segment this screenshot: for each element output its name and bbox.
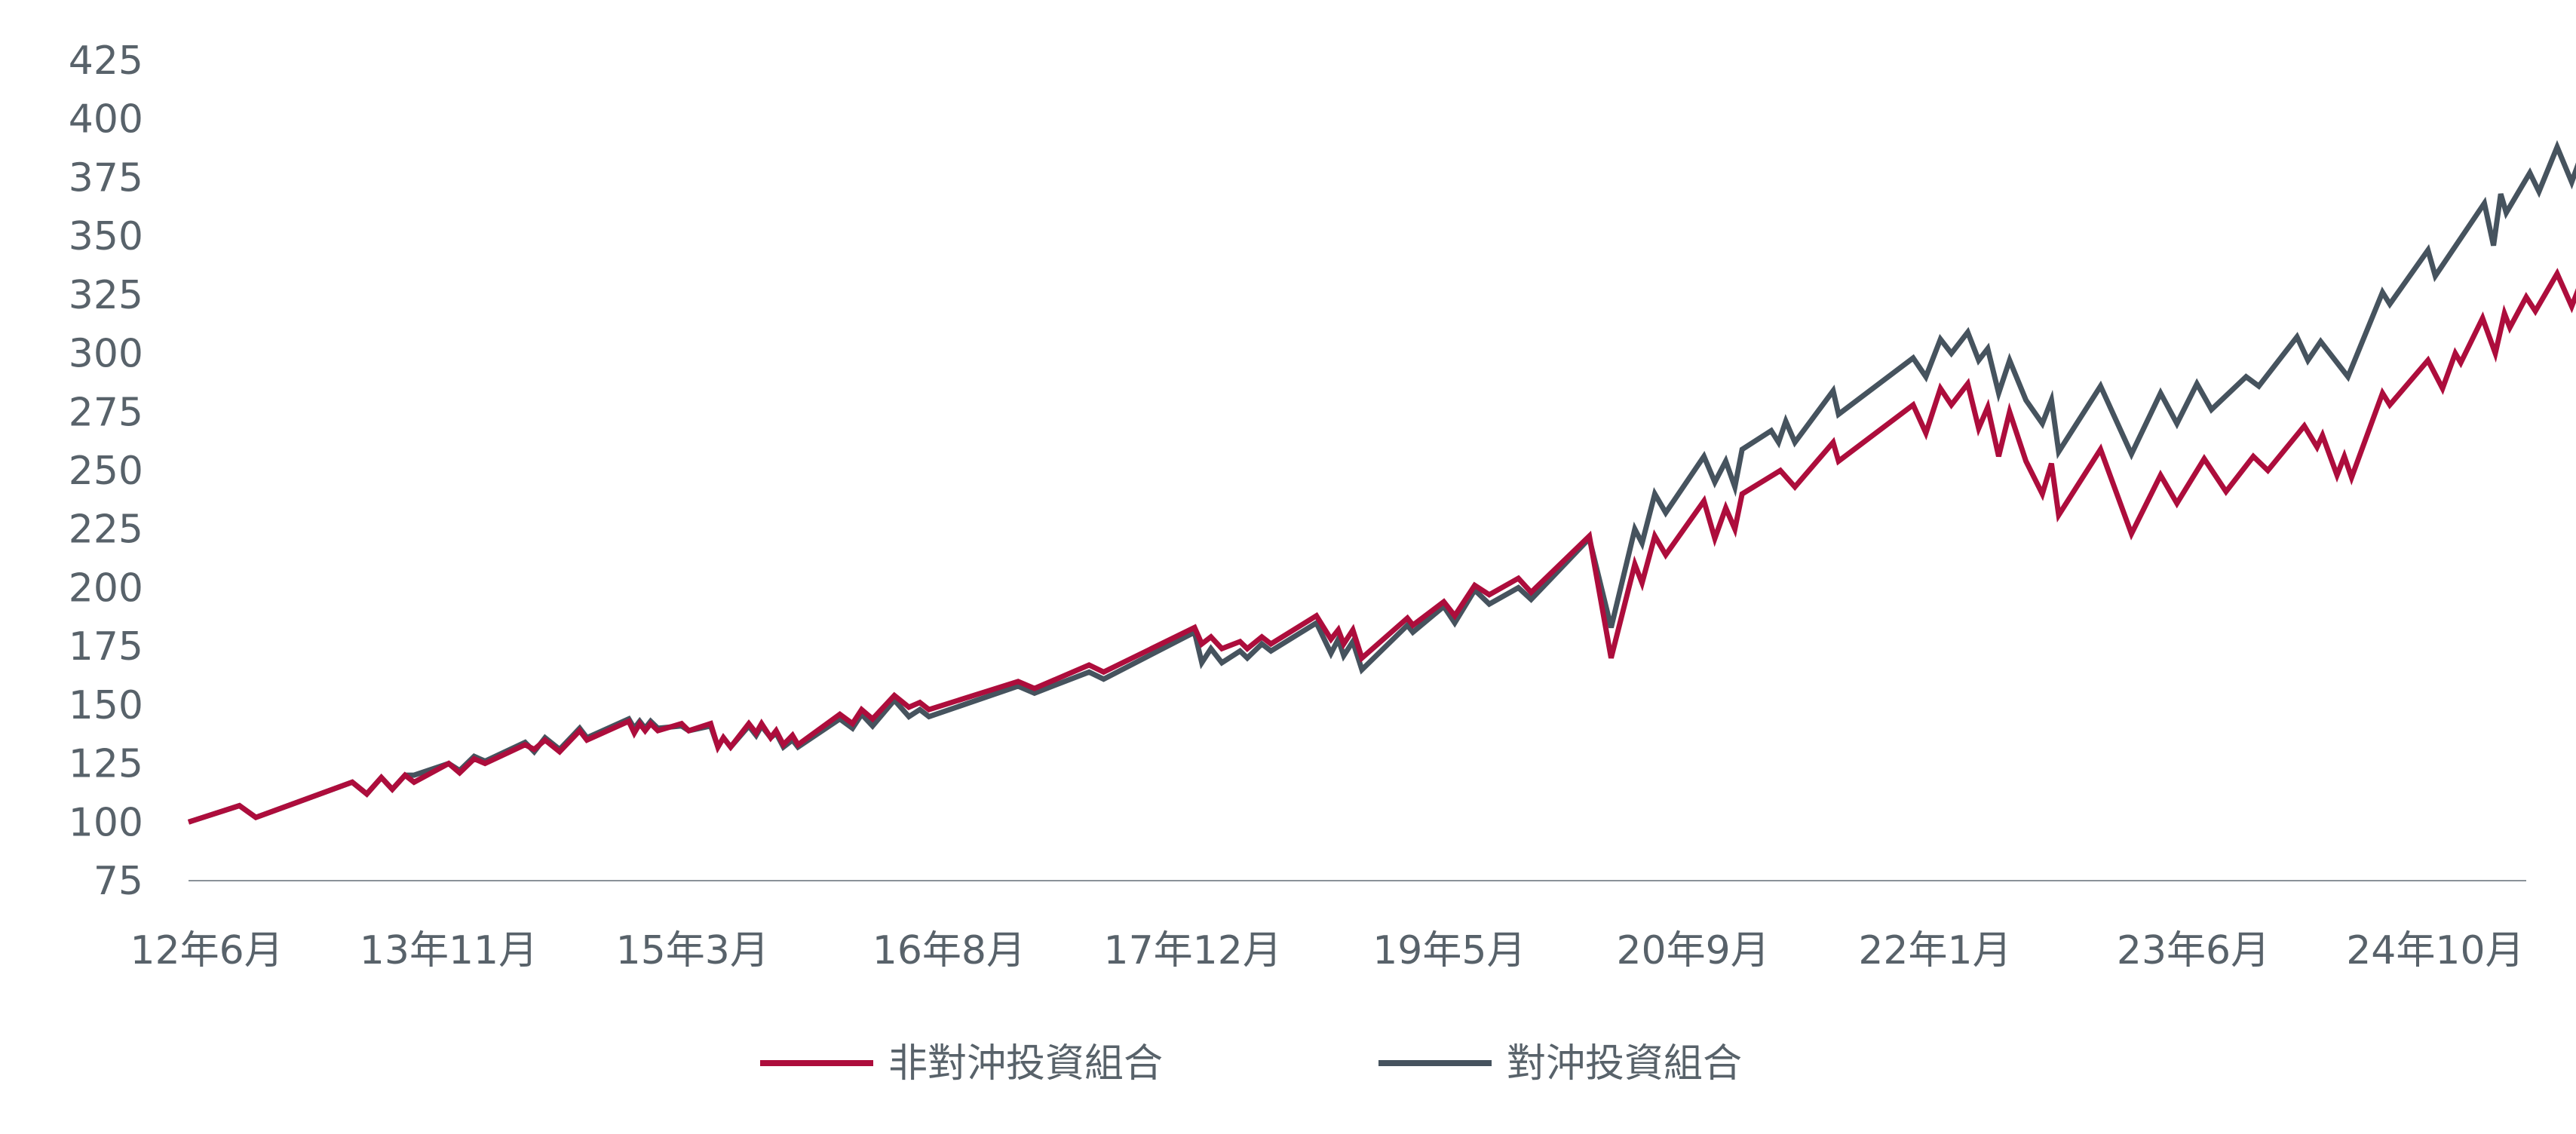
x-tick-label: 17年12月 — [1104, 928, 1282, 973]
y-tick-label: 200 — [69, 565, 143, 611]
y-tick-label: 350 — [69, 214, 143, 259]
x-tick-label: 12年6月 — [130, 928, 283, 973]
series-line-hedged — [187, 139, 2576, 825]
legend-item-unhedged: 非對沖投資組合 — [760, 1041, 1163, 1086]
y-tick-label: 300 — [69, 332, 143, 377]
y-tick-label: 225 — [69, 507, 143, 553]
legend-label-hedged: 對沖投資組合 — [1507, 1041, 1742, 1086]
y-tick-label: 400 — [69, 97, 143, 143]
x-tick-label: 20年9月 — [1616, 928, 1769, 973]
y-tick-label: 175 — [69, 624, 143, 670]
y-tick-label: 375 — [69, 155, 143, 201]
y-tick-label: 325 — [69, 273, 143, 318]
y-tick-label: 150 — [69, 683, 143, 728]
series-lines — [187, 139, 2576, 825]
y-tick-label: 425 — [69, 38, 143, 84]
y-tick-label: 125 — [69, 742, 143, 787]
x-tick-label: 13年11月 — [360, 928, 538, 973]
x-tick-label: 22年1月 — [1858, 928, 2011, 973]
series-line-unhedged — [187, 268, 2576, 825]
x-tick-label: 24年10月 — [2346, 928, 2524, 973]
legend-label-unhedged: 非對沖投資組合 — [888, 1041, 1163, 1086]
legend: 非對沖投資組合 對沖投資組合 — [760, 1041, 1742, 1086]
y-tick-label: 100 — [69, 800, 143, 845]
legend-item-hedged: 對沖投資組合 — [1378, 1041, 1742, 1086]
y-tick-label: 250 — [69, 449, 143, 494]
y-tick-label: 75 — [94, 859, 143, 904]
y-axis-tick-labels: 75 100 125 150 175 200 225 250 275 300 325 350 375 40… — [69, 38, 143, 904]
x-tick-label: 19年5月 — [1372, 928, 1526, 973]
y-tick-label: 275 — [69, 390, 143, 435]
x-tick-label: 15年3月 — [616, 928, 769, 973]
x-axis-tick-labels: 12年6月 13年11月 15年3月 16年8月 17年12月 19年5月 20年9月 22年… — [130, 928, 2524, 973]
x-tick-label: 16年8月 — [872, 928, 1026, 973]
x-tick-label: 23年6月 — [2117, 928, 2270, 973]
